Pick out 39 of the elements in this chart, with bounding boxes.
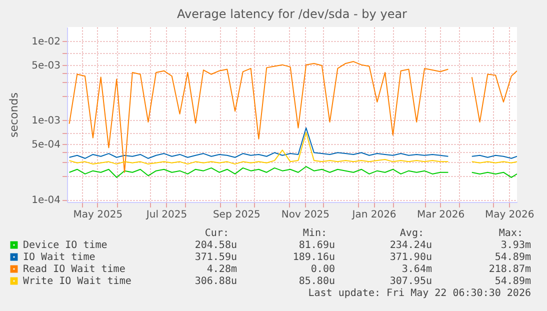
text: 204.58u xyxy=(194,240,237,251)
legend-label: Read IO Wait time xyxy=(23,264,126,275)
legend-label: IO Wait time xyxy=(23,252,96,263)
legend-label: Device IO time xyxy=(23,240,108,251)
text: 371.59u xyxy=(194,252,237,263)
text: Last update: Fri May 22 06:30:30 2026 xyxy=(308,288,531,299)
y-tick-label: 1e-03 xyxy=(32,116,60,127)
text: 0.00 xyxy=(310,264,335,275)
text: 54.89m xyxy=(494,276,531,287)
text: 4.28m xyxy=(206,264,237,275)
x-tick-label: May 2025 xyxy=(73,210,123,220)
x-tick-label: May 2026 xyxy=(484,210,534,220)
y-tick-label: 5e-03 xyxy=(32,60,60,72)
legend-label: Write IO Wait time xyxy=(23,276,132,287)
text: 3.93m xyxy=(500,240,531,251)
y-axis-title: seconds xyxy=(8,92,21,138)
text: 3.64m xyxy=(402,264,432,275)
text: 85.80u xyxy=(298,276,335,287)
x-tick-label: Nov 2025 xyxy=(281,210,330,220)
text: 234.24u xyxy=(390,240,432,251)
text: Avg: xyxy=(400,228,424,239)
y-tick-label: 1e-02 xyxy=(32,36,60,48)
text: 54.89m xyxy=(494,252,531,263)
y-tick-label: 5e-04 xyxy=(32,140,60,151)
text: Cur: xyxy=(204,228,229,239)
chart-title: Average latency for /dev/sda - by year xyxy=(177,7,408,21)
x-tick-label: Jan 2026 xyxy=(351,210,396,220)
text: Min: xyxy=(302,228,327,239)
text: 189.16u xyxy=(292,252,335,263)
text: Max: xyxy=(498,228,523,239)
text: 218.87m xyxy=(488,264,531,275)
x-tick-label: Sep 2025 xyxy=(212,210,260,220)
text: 81.69u xyxy=(298,240,335,251)
text: 371.90u xyxy=(390,252,432,263)
text: 306.88u xyxy=(194,276,237,287)
x-tick-label: Jul 2025 xyxy=(145,210,188,220)
x-tick-label: Mar 2026 xyxy=(417,210,465,220)
y-tick-label: 1e-04 xyxy=(32,195,60,206)
text: 307.95u xyxy=(390,276,432,287)
